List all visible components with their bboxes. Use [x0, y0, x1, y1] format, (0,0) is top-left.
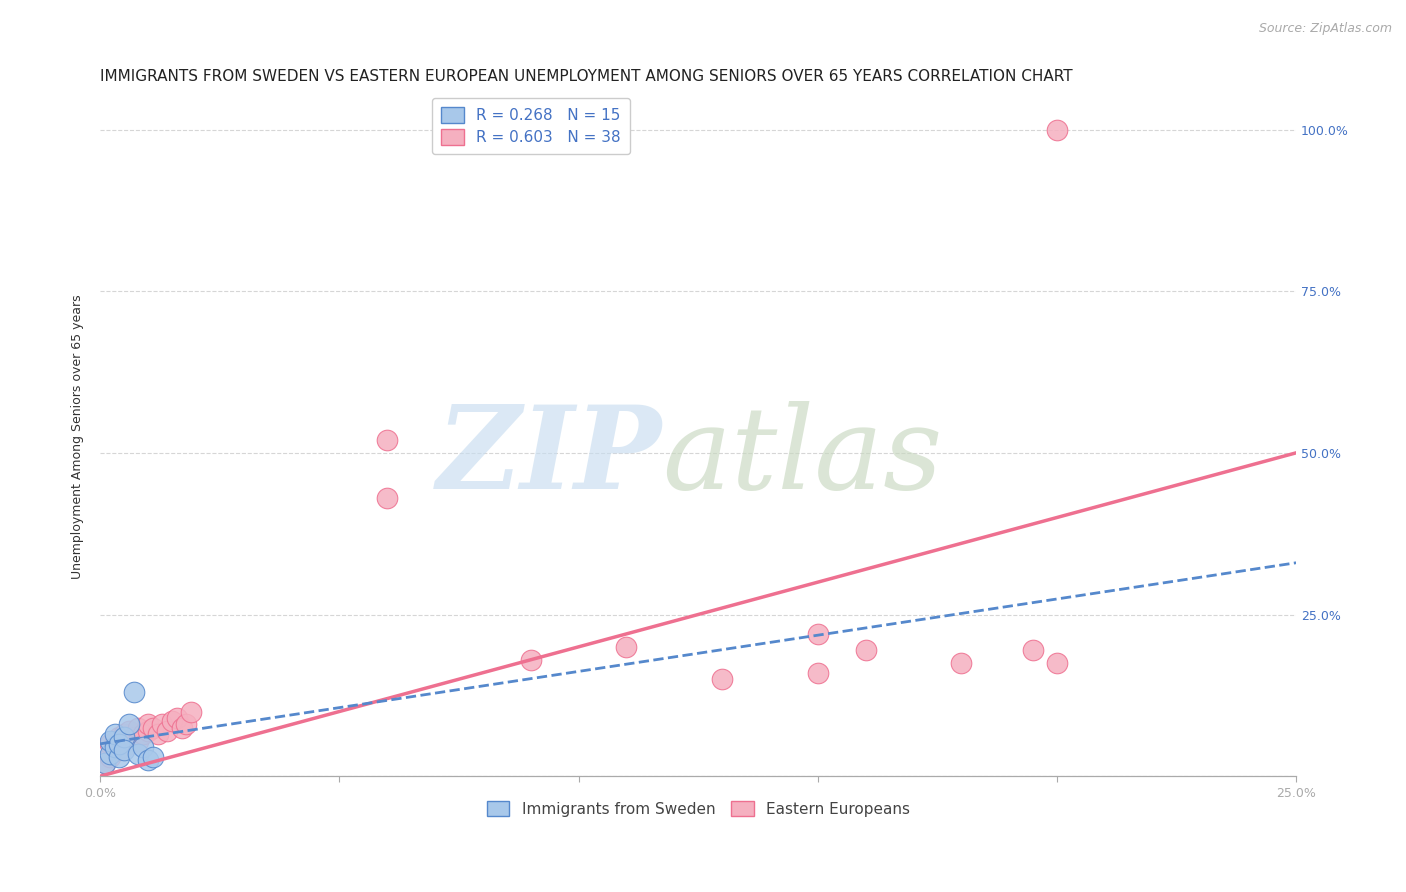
- Point: [103, 740, 125, 755]
- Text: atlas: atlas: [662, 401, 942, 513]
- Point: [1046, 656, 1069, 670]
- Point: [1022, 643, 1045, 657]
- Point: [127, 721, 149, 735]
- Point: [807, 665, 830, 680]
- Point: [142, 721, 165, 735]
- Point: [108, 731, 131, 745]
- Point: [375, 433, 398, 447]
- Point: [103, 733, 125, 747]
- Point: [136, 753, 159, 767]
- Point: [103, 743, 125, 757]
- Point: [108, 743, 131, 757]
- Point: [160, 714, 183, 729]
- Point: [108, 749, 131, 764]
- Text: ZIP: ZIP: [437, 401, 662, 513]
- Point: [122, 685, 145, 699]
- Legend: Immigrants from Sweden, Eastern Europeans: Immigrants from Sweden, Eastern European…: [481, 795, 915, 822]
- Point: [950, 656, 973, 670]
- Point: [176, 717, 198, 731]
- Point: [807, 627, 830, 641]
- Point: [170, 721, 193, 735]
- Point: [98, 747, 121, 761]
- Point: [112, 731, 135, 745]
- Point: [146, 727, 169, 741]
- Point: [122, 731, 145, 745]
- Point: [166, 711, 188, 725]
- Point: [118, 717, 141, 731]
- Point: [112, 740, 135, 755]
- Point: [142, 749, 165, 764]
- Point: [1046, 122, 1069, 136]
- Point: [519, 653, 541, 667]
- Point: [711, 672, 734, 686]
- Point: [118, 723, 141, 738]
- Point: [375, 491, 398, 505]
- Point: [855, 643, 877, 657]
- Point: [180, 705, 202, 719]
- Point: [108, 737, 131, 751]
- Point: [136, 717, 159, 731]
- Point: [103, 727, 125, 741]
- Point: [98, 737, 121, 751]
- Point: [136, 723, 159, 738]
- Point: [98, 749, 121, 764]
- Point: [616, 640, 638, 654]
- Point: [132, 740, 155, 755]
- Point: [94, 756, 117, 771]
- Y-axis label: Unemployment Among Seniors over 65 years: Unemployment Among Seniors over 65 years: [72, 294, 84, 579]
- Point: [112, 743, 135, 757]
- Text: IMMIGRANTS FROM SWEDEN VS EASTERN EUROPEAN UNEMPLOYMENT AMONG SENIORS OVER 65 YE: IMMIGRANTS FROM SWEDEN VS EASTERN EUROPE…: [100, 69, 1073, 84]
- Point: [152, 717, 174, 731]
- Text: Source: ZipAtlas.com: Source: ZipAtlas.com: [1258, 22, 1392, 36]
- Point: [94, 756, 117, 771]
- Point: [127, 747, 149, 761]
- Point: [156, 723, 179, 738]
- Point: [112, 727, 135, 741]
- Point: [132, 727, 155, 741]
- Point: [127, 733, 149, 747]
- Point: [98, 733, 121, 747]
- Point: [118, 737, 141, 751]
